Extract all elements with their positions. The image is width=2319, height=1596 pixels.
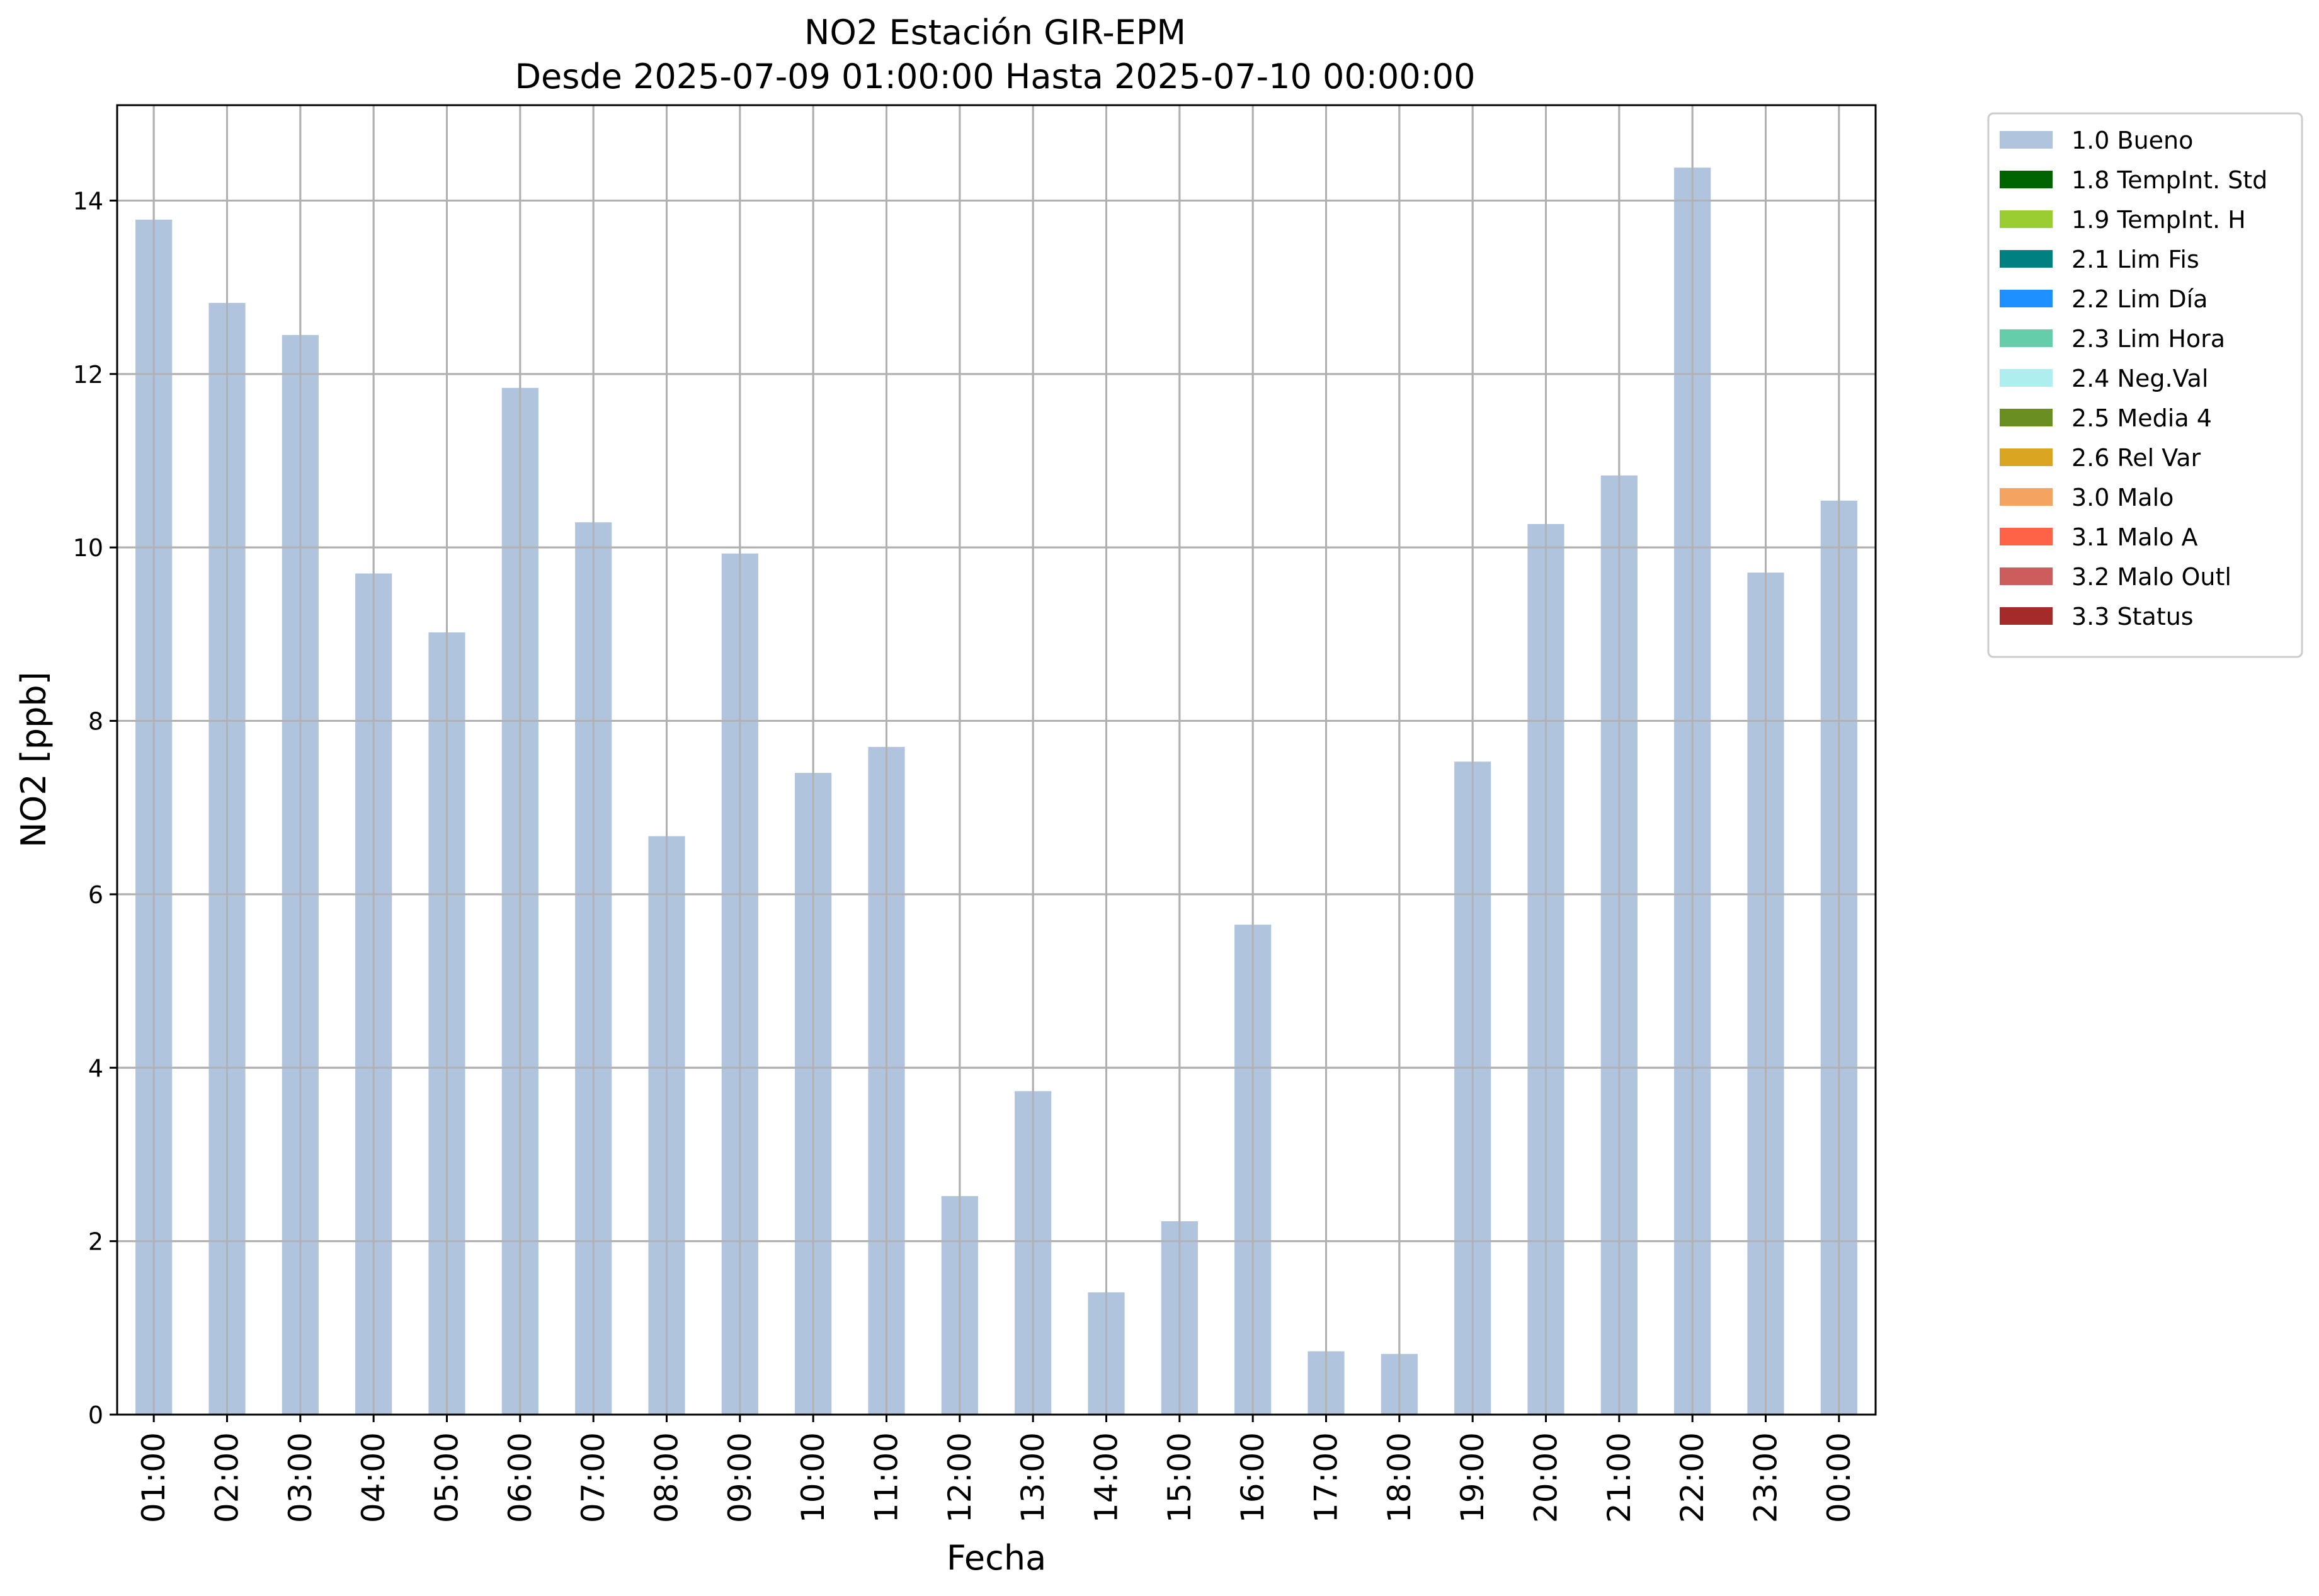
legend-label: 1.0 Bueno <box>2071 127 2193 154</box>
legend-label: 1.8 TempInt. Std <box>2071 166 2267 194</box>
legend-swatch <box>2000 567 2053 585</box>
y-tick-label: 2 <box>88 1228 103 1256</box>
y-tick-label: 0 <box>88 1401 103 1429</box>
x-axis-label: Fecha <box>947 1538 1046 1578</box>
y-axis-label: NO2 [ppb] <box>14 671 54 847</box>
x-tick-label: 23:00 <box>1748 1432 1784 1523</box>
legend-label: 3.0 Malo <box>2071 484 2174 511</box>
x-tick-label: 10:00 <box>795 1432 831 1523</box>
legend-swatch <box>2000 448 2053 466</box>
legend-swatch <box>2000 409 2053 426</box>
x-tick-label: 04:00 <box>355 1432 392 1523</box>
x-axis-ticks: 01:00 02:00 03:00 04:00 05:00 06:00 07:00 08:00… <box>135 1415 1857 1523</box>
y-axis-ticks: 0 2 4 6 8 10 12 14 <box>73 187 117 1429</box>
legend-label: 1.9 TempInt. H <box>2071 206 2246 234</box>
y-tick-label: 12 <box>73 361 103 389</box>
legend-label: 2.5 Media 4 <box>2071 404 2212 432</box>
legend-swatch <box>2000 131 2053 149</box>
x-tick-label: 03:00 <box>282 1432 319 1523</box>
legend-label: 2.1 Lim Fis <box>2071 246 2199 273</box>
y-tick-label: 4 <box>88 1054 103 1082</box>
x-tick-label: 01:00 <box>135 1432 172 1523</box>
x-tick-label: 22:00 <box>1674 1432 1711 1523</box>
x-tick-label: 14:00 <box>1088 1432 1125 1523</box>
legend-swatch <box>2000 329 2053 347</box>
x-tick-label: 13:00 <box>1015 1432 1051 1523</box>
legend-label: 3.3 Status <box>2071 603 2194 630</box>
legend-swatch <box>2000 171 2053 188</box>
legend-label: 2.4 Neg.Val <box>2071 365 2208 392</box>
x-tick-label: 08:00 <box>649 1432 685 1523</box>
legend-label: 3.1 Malo A <box>2071 523 2197 551</box>
y-tick-label: 10 <box>73 534 103 562</box>
legend-label: 2.6 Rel Var <box>2071 444 2201 472</box>
chart-title: NO2 Estación GIR-EPM <box>804 13 1186 52</box>
x-tick-label: 02:00 <box>209 1432 246 1523</box>
chart-subtitle: Desde 2025-07-09 01:00:00 Hasta 2025-07-… <box>515 57 1475 96</box>
plot-frame <box>116 104 1877 1416</box>
y-tick-label: 6 <box>88 881 103 909</box>
legend-swatch <box>2000 210 2053 228</box>
x-tick-label: 21:00 <box>1601 1432 1638 1523</box>
legend-label: 2.3 Lim Hora <box>2071 325 2225 353</box>
legend-swatch <box>2000 250 2053 268</box>
x-tick-label: 19:00 <box>1454 1432 1491 1523</box>
legend-label: 3.2 Malo Outl <box>2071 563 2231 591</box>
x-tick-label: 18:00 <box>1381 1432 1418 1523</box>
legend-swatch <box>2000 488 2053 506</box>
x-tick-label: 06:00 <box>502 1432 538 1523</box>
legend-swatch <box>2000 369 2053 387</box>
legend: 1.0 Bueno 1.8 TempInt. Std 1.9 TempInt. H 2… <box>1987 112 2303 658</box>
x-tick-label: 15:00 <box>1161 1432 1198 1523</box>
x-tick-label: 09:00 <box>722 1432 758 1523</box>
x-tick-label: 05:00 <box>429 1432 465 1523</box>
x-tick-label: 20:00 <box>1528 1432 1564 1523</box>
legend-label: 2.2 Lim Día <box>2071 285 2208 313</box>
x-tick-label: 17:00 <box>1308 1432 1345 1523</box>
legend-swatch <box>2000 528 2053 545</box>
x-tick-label: 16:00 <box>1234 1432 1271 1523</box>
legend-box <box>1987 112 2303 658</box>
legend-swatch <box>2000 607 2053 625</box>
x-tick-label: 07:00 <box>575 1432 612 1523</box>
bars <box>117 105 1876 1416</box>
x-tick-label: 00:00 <box>1821 1432 1857 1523</box>
y-tick-label: 8 <box>88 708 103 736</box>
legend-swatch <box>2000 290 2053 307</box>
x-tick-label: 12:00 <box>942 1432 978 1523</box>
y-tick-label: 14 <box>73 187 103 215</box>
x-tick-label: 11:00 <box>869 1432 905 1523</box>
